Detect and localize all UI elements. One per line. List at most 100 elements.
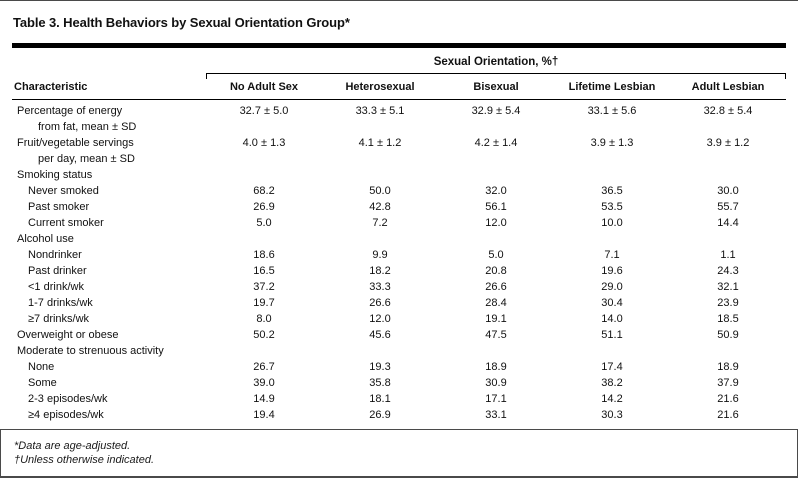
value-cell: 12.0	[369, 313, 391, 325]
row-label-line1: Some	[28, 377, 57, 389]
value-cell: 18.2	[369, 265, 391, 277]
value-cell: 18.9	[485, 361, 507, 373]
value-cell: 37.9	[717, 377, 739, 389]
value-cell: 53.5	[601, 201, 623, 213]
value-cell: 4.2 ± 1.4	[474, 137, 518, 149]
value-cell: 14.9	[253, 393, 275, 405]
row-label: None	[12, 359, 206, 375]
row-label-line1: Moderate to strenuous activity	[17, 345, 164, 357]
value-cell: 26.9	[253, 201, 275, 213]
row-label-line2: per day, mean ± SD	[38, 153, 135, 165]
table-row: Some 39.0 35.8 30.9 38.2 37.9	[12, 375, 786, 391]
row-label-line1: Overweight or obese	[17, 329, 119, 341]
value-cell: 19.6	[601, 265, 623, 277]
value-cell: 14.4	[717, 217, 739, 229]
table-row: Past smoker 26.9 42.8 56.1 53.5 55.7	[12, 199, 786, 215]
value-cell: 28.4	[485, 297, 507, 309]
value-cell: 3.9 ± 1.3	[590, 137, 634, 149]
row-label-line1: Current smoker	[28, 217, 104, 229]
value-cell: 18.1	[369, 393, 391, 405]
value-cell: 26.9	[369, 409, 391, 421]
value-cell: 7.1	[604, 249, 620, 261]
value-cell: 55.7	[717, 201, 739, 213]
value-cell: 26.6	[369, 297, 391, 309]
footnote-asterisk: *Data are age-adjusted.	[14, 440, 131, 452]
column-group-bracket	[206, 73, 786, 79]
table-container: Sexual Orientation, %† Characteristic No…	[12, 55, 786, 423]
value-cell: 10.0	[601, 217, 623, 229]
row-label-line1: Past drinker	[28, 265, 87, 277]
footnotes: *Data are age-adjusted. †Unless otherwis…	[0, 429, 798, 478]
row-label: Past smoker	[12, 199, 206, 215]
table-row: Current smoker 5.0 7.2 12.0 10.0 14.4	[12, 215, 786, 231]
column-header: Adult Lesbian	[691, 81, 765, 93]
value-cell: 32.7 ± 5.0	[239, 105, 289, 117]
value-cell: 30.0	[717, 185, 739, 197]
row-label-line1: ≥4 episodes/wk	[28, 409, 104, 421]
value-cell: 20.8	[485, 265, 507, 277]
value-cell: 30.9	[485, 377, 507, 389]
value-cell: 18.9	[717, 361, 739, 373]
row-label-line1: Nondrinker	[28, 249, 82, 261]
row-label: Current smoker	[12, 215, 206, 231]
value-cell: 45.6	[369, 329, 391, 341]
value-cell: 16.5	[253, 265, 275, 277]
value-cell: 50.9	[717, 329, 739, 341]
column-group-header: Sexual Orientation, %†	[433, 56, 559, 68]
value-cell: 36.5	[601, 185, 623, 197]
column-header: No Adult Sex	[229, 81, 299, 93]
table-row: Overweight or obese 50.2 45.6 47.5 51.1 50.9	[12, 327, 786, 343]
value-cell: 19.1	[485, 313, 507, 325]
column-header: Heterosexual	[345, 81, 415, 93]
value-cell: 7.2	[372, 217, 388, 229]
value-cell: 8.0	[256, 313, 272, 325]
value-cell: 12.0	[485, 217, 507, 229]
value-cell: 68.2	[253, 185, 275, 197]
table-row: Smoking status	[12, 167, 786, 183]
row-label-line1: 1-7 drinks/wk	[28, 297, 93, 309]
value-cell: 21.6	[717, 409, 739, 421]
value-cell: 37.2	[253, 281, 275, 293]
row-label: ≥4 episodes/wk	[12, 407, 206, 423]
table-row: 1-7 drinks/wk 19.7 26.6 28.4 30.4 23.9	[12, 295, 786, 311]
row-label: 1-7 drinks/wk	[12, 295, 206, 311]
value-cell: 42.8	[369, 201, 391, 213]
value-cell: 24.3	[717, 265, 739, 277]
row-label: Never smoked	[12, 183, 206, 199]
value-cell: 35.8	[369, 377, 391, 389]
row-label-line1: Never smoked	[28, 185, 99, 197]
row-label: Percentage of energy from fat, mean ± SD	[12, 103, 206, 135]
value-cell: 3.9 ± 1.2	[706, 137, 750, 149]
row-label: Nondrinker	[12, 247, 206, 263]
title-rule	[12, 43, 786, 48]
row-label: Smoking status	[12, 167, 206, 183]
table-row: Percentage of energy from fat, mean ± SD 3…	[12, 103, 786, 135]
row-label: Moderate to strenuous activity	[12, 343, 206, 359]
row-label: <1 drink/wk	[12, 279, 206, 295]
table-row: ≥7 drinks/wk 8.0 12.0 19.1 14.0 18.5	[12, 311, 786, 327]
value-cell: 38.2	[601, 377, 623, 389]
row-label-line1: Smoking status	[17, 169, 93, 181]
value-cell: 18.6	[253, 249, 275, 261]
value-cell: 32.9 ± 5.4	[471, 105, 521, 117]
table-row: 2-3 episodes/wk 14.9 18.1 17.1 14.2 21.6	[12, 391, 786, 407]
value-cell: 17.1	[485, 393, 507, 405]
value-cell: 1.1	[720, 249, 736, 261]
value-cell: 47.5	[485, 329, 507, 341]
table-row: Never smoked 68.2 50.0 32.0 36.5 30.0	[12, 183, 786, 199]
table-row: ≥4 episodes/wk 19.4 26.9 33.1 30.3 21.6	[12, 407, 786, 423]
row-label: Past drinker	[12, 263, 206, 279]
value-cell: 32.0	[485, 185, 507, 197]
table-row: Fruit/vegetable servings per day, mean ± …	[12, 135, 786, 167]
row-label-line2: from fat, mean ± SD	[38, 121, 137, 133]
value-cell: 17.4	[601, 361, 623, 373]
table-row: Alcohol use	[12, 231, 786, 247]
value-cell: 21.6	[717, 393, 739, 405]
value-cell: 9.9	[372, 249, 388, 261]
row-label-line1: 2-3 episodes/wk	[28, 393, 108, 405]
row-label-line1: <1 drink/wk	[28, 281, 84, 293]
row-label-line1: Past smoker	[28, 201, 90, 213]
value-cell: 19.7	[253, 297, 275, 309]
value-cell: 33.3	[369, 281, 391, 293]
